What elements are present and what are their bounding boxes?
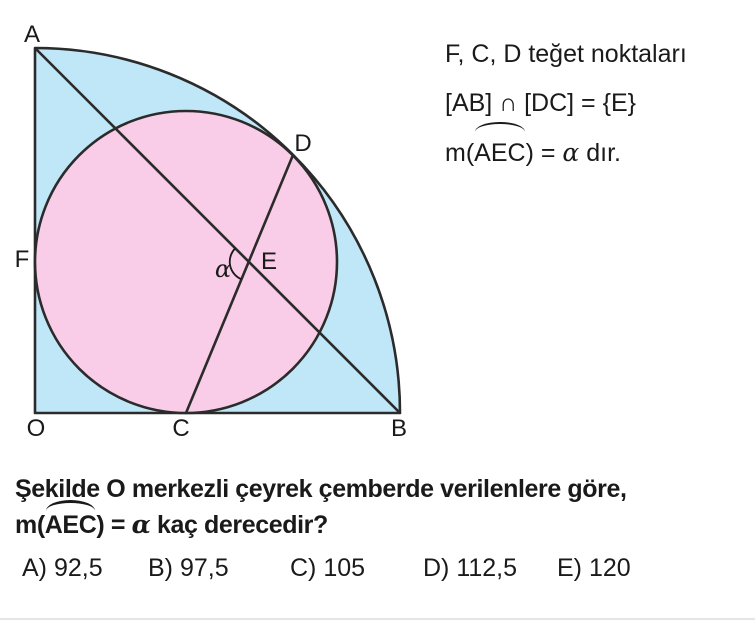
question-line-2: m(AEC) = α kaç derecedir? (15, 500, 627, 543)
given-info: F, C, D teğet noktaları [AB] ∩ [DC] = {E… (445, 30, 687, 178)
given-line-3: m(AEC) = α dır. (445, 122, 687, 178)
arc-over-aec: AEC (474, 122, 526, 178)
point-label-o: O (27, 415, 46, 442)
option-a: A) 92,5 (22, 554, 103, 582)
point-label-a: A (24, 21, 40, 48)
given-line-1: F, C, D teğet noktaları (445, 40, 687, 68)
angle-notation-mid: ) = (525, 139, 563, 167)
geometry-figure: A F O C B D E α (15, 21, 407, 442)
angle-notation-suffix: kaç derecedir? (150, 511, 328, 539)
question-text: Şekilde O merkezli çeyrek çemberde veril… (15, 472, 627, 543)
option-e: E) 120 (557, 554, 631, 582)
angle-notation-prefix: m( (15, 511, 45, 539)
segment-dc (184, 154, 295, 414)
angle-notation-prefix: m( (445, 139, 475, 167)
point-label-d: D (294, 130, 311, 157)
alpha-symbol: α (131, 510, 151, 539)
angle-notation-mid: ) = (96, 511, 132, 539)
question-line-1: Şekilde O merkezli çeyrek çemberde veril… (15, 475, 627, 503)
angle-alpha-arc (228, 247, 242, 281)
point-label-e: E (261, 248, 277, 275)
answer-options: A) 92,5 B) 97,5 C) 105 D) 112,5 E) 120 (0, 553, 755, 583)
chord-ab (34, 47, 401, 414)
given-line-2: [AB] ∩ [DC] = {E} (445, 89, 636, 117)
option-c: C) 105 (290, 554, 366, 582)
alpha-symbol: α (562, 138, 580, 167)
angle-notation-suffix: dır. (579, 139, 621, 167)
option-d: D) 112,5 (423, 554, 518, 582)
arc-over-aec: AEC (45, 500, 97, 543)
point-label-f: F (15, 246, 30, 273)
option-b: B) 97,5 (148, 554, 229, 582)
angle-alpha-label: α (215, 255, 231, 283)
point-label-c: C (172, 415, 189, 442)
point-label-b: B (391, 415, 407, 442)
